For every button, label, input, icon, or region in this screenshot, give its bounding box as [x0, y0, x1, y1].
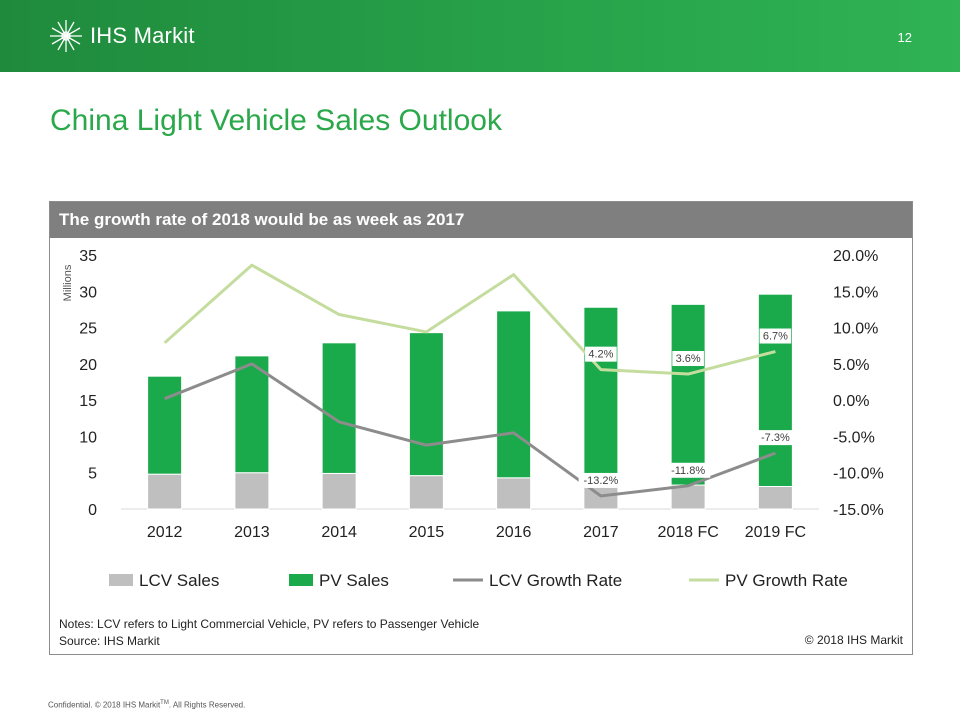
legend-swatch: [109, 574, 133, 586]
legend-label: PV Sales: [319, 571, 389, 590]
x-tick-label: 2018 FC: [657, 524, 718, 541]
copyright-text: © 2018 IHS Markit: [804, 633, 903, 647]
legend-swatch: [289, 574, 313, 586]
data-label-bg: [759, 328, 792, 344]
chart-notes: Notes: LCV refers to Light Commercial Ve…: [59, 616, 479, 650]
confidential-footer: Confidential. © 2018 IHS MarkitTM. All R…: [48, 700, 245, 710]
pv-sales-bar: [147, 375, 183, 475]
y2-tick-label: 10.0%: [833, 321, 878, 338]
panel-title: The growth rate of 2018 would be as week…: [50, 202, 912, 238]
lcv-growth-rate-line: [164, 362, 776, 498]
data-label: 6.7%: [763, 331, 788, 343]
lcv-sales-bar: [496, 477, 532, 510]
x-tick-label: 2016: [496, 524, 532, 541]
pv-sales-bar: [583, 306, 619, 483]
legend-label: LCV Sales: [139, 571, 219, 590]
y-axis-label: Millions: [62, 264, 74, 301]
source-text: Source: IHS Markit: [59, 634, 160, 648]
data-label-bg: [585, 346, 617, 362]
y-tick-label: 30: [79, 284, 97, 301]
brand-logo: IHS Markit: [48, 18, 195, 54]
x-tick-label: 2013: [234, 524, 270, 541]
footer-text-start: Confidential. © 2018 IHS Markit: [48, 700, 161, 710]
data-label-bg: [672, 351, 704, 367]
header-bar: IHS Markit 12: [0, 0, 960, 72]
page-number: 12: [897, 30, 912, 45]
y-tick-label: 25: [79, 321, 97, 338]
y-tick-label: 5: [88, 466, 97, 483]
y2-tick-label: -5.0%: [833, 429, 875, 446]
legend-label: PV Growth Rate: [725, 571, 848, 590]
y-tick-label: 10: [79, 429, 97, 446]
x-tick-label: 2012: [147, 524, 183, 541]
y2-tick-label: -15.0%: [833, 502, 884, 519]
data-label: -11.8%: [671, 465, 705, 477]
data-label: -13.2%: [583, 475, 618, 487]
pv-growth-rate-line: [163, 263, 776, 376]
x-tick-label: 2015: [409, 524, 445, 541]
pv-sales-bar: [496, 310, 532, 479]
data-label-bg: [756, 430, 795, 446]
sales-chart: 0 5 10 15 20 25 30 35 -15.0% -10.0% -5.0% 0.0% 5.0% 1…: [62, 248, 884, 590]
y2-tick-label: 5.0%: [833, 357, 869, 374]
lcv-sales-bar: [234, 472, 270, 510]
lcv-sales-bar: [757, 486, 793, 510]
x-tick-label: 2019 FC: [745, 524, 806, 541]
data-label: -7.3%: [761, 432, 790, 444]
y2-tick-label: 0.0%: [833, 393, 869, 410]
y-tick-label: 20: [79, 357, 97, 374]
y-tick-label: 35: [79, 248, 97, 265]
pv-sales-bar: [670, 303, 706, 486]
notes-text: Notes: LCV refers to Light Commercial Ve…: [59, 617, 480, 631]
x-tick-label: 2017: [583, 524, 619, 541]
starburst-logo-icon: [50, 20, 82, 52]
y-tick-label: 0: [88, 502, 97, 519]
data-label-bg: [578, 472, 624, 488]
y2-tick-label: -10.0%: [833, 466, 884, 483]
lcv-sales-bar: [147, 473, 183, 510]
y2-tick-label: 20.0%: [833, 248, 878, 265]
data-label-bg: [665, 462, 711, 478]
y2-tick-label: 15.0%: [833, 284, 878, 301]
lcv-sales-bar: [321, 472, 357, 510]
pv-sales-bar: [234, 355, 270, 474]
footer-text-end: . All Rights Reserved.: [168, 700, 246, 710]
x-tick-label: 2014: [321, 524, 357, 541]
data-label: 3.6%: [676, 353, 701, 365]
legend-label: LCV Growth Rate: [489, 571, 622, 590]
lcv-sales-bar: [408, 475, 444, 510]
pv-sales-bar: [408, 332, 444, 477]
y-tick-label: 15: [79, 393, 97, 410]
page-title: China Light Vehicle Sales Outlook: [50, 104, 502, 137]
data-label: 4.2%: [588, 349, 613, 361]
brand-name: IHS Markit: [90, 23, 195, 48]
pv-sales-bar: [321, 342, 357, 474]
trademark-sup: TM: [160, 700, 169, 706]
